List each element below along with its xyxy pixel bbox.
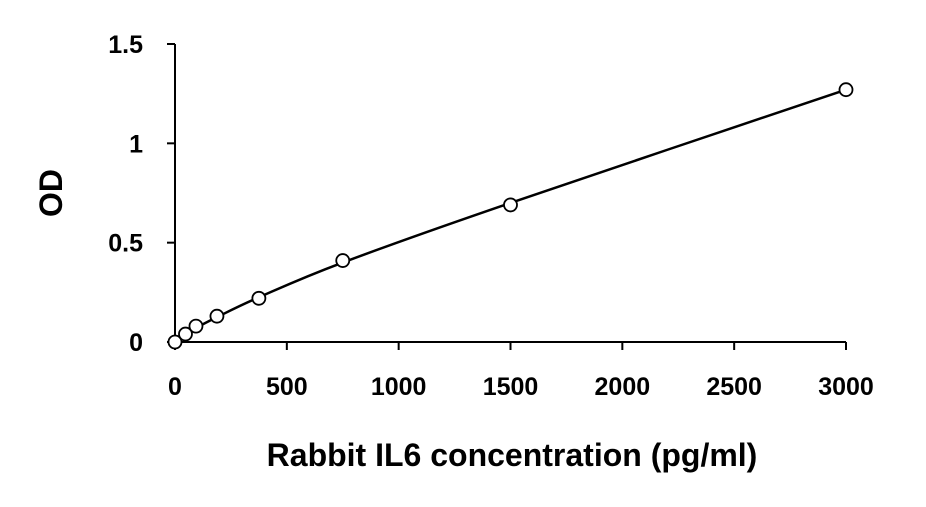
data-point-marker <box>838 82 854 98</box>
y-tick-label: 1 <box>129 130 143 158</box>
data-point-marker <box>335 253 351 268</box>
x-tick-label: 0 <box>168 373 182 401</box>
x-axis-title: Rabbit IL6 concentration (pg/ml) <box>267 437 758 473</box>
data-point-marker <box>188 318 204 334</box>
data-point-marker <box>167 334 183 350</box>
x-tick-label: 1500 <box>483 373 539 401</box>
y-tick-label: 0.5 <box>108 230 143 258</box>
y-tick-label: 1.5 <box>108 31 143 59</box>
fit-curve-layer <box>174 88 847 344</box>
x-tick-label: 2500 <box>706 373 762 401</box>
data-point-marker <box>503 197 518 213</box>
tick-marks <box>167 43 847 350</box>
data-point-marker <box>178 326 193 342</box>
x-tick-label: 500 <box>266 373 308 401</box>
fit-curve-line <box>174 88 847 344</box>
data-point-marker <box>209 308 225 324</box>
tick-labels: 0 0.5 1 1.5 0 500 1000 1500 2000 2500 3000 <box>108 31 874 401</box>
x-tick-label: 2000 <box>595 373 651 401</box>
data-points <box>167 82 854 350</box>
axes <box>174 44 846 343</box>
x-tick-label: 1000 <box>371 373 427 401</box>
y-axis-title: OD <box>33 169 69 217</box>
data-point-marker <box>251 290 267 306</box>
y-tick-label: 0 <box>129 329 143 357</box>
x-tick-label: 3000 <box>818 373 874 401</box>
